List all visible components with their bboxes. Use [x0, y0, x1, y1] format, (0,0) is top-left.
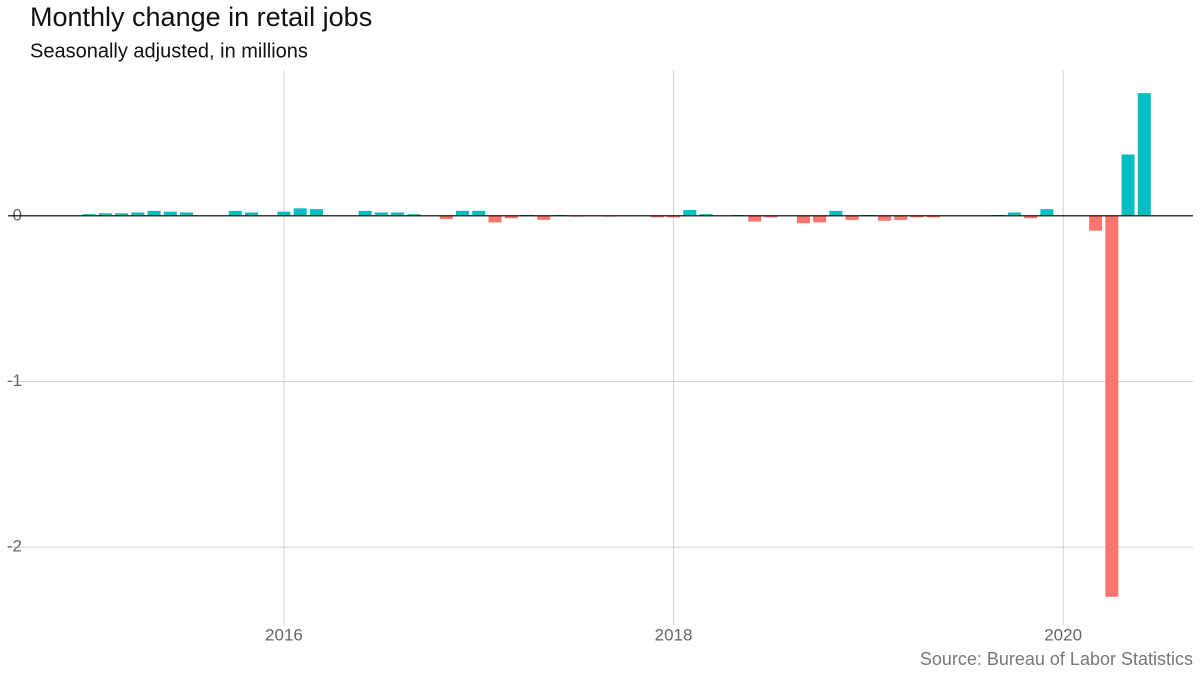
bar — [472, 210, 486, 216]
bar — [764, 215, 778, 218]
bar — [910, 215, 924, 218]
bar — [894, 215, 908, 220]
bar — [391, 212, 405, 216]
bar — [650, 215, 664, 218]
chart-subtitle: Seasonally adjusted, in millions — [30, 40, 308, 62]
y-tick-label: -1 — [7, 371, 22, 390]
bar — [456, 210, 470, 216]
bar — [667, 215, 681, 218]
bar — [1040, 209, 1054, 216]
bar — [277, 211, 291, 216]
bar — [1007, 212, 1021, 216]
bar — [82, 214, 96, 216]
bar — [115, 213, 129, 216]
bar — [358, 210, 372, 216]
bar — [245, 212, 258, 216]
chart-title: Monthly change in retail jobs — [30, 2, 372, 32]
bar — [147, 210, 161, 216]
bar — [163, 211, 177, 216]
y-tick-label: -2 — [7, 537, 22, 556]
x-tick-label: 2018 — [655, 625, 693, 644]
bar — [374, 212, 388, 216]
bar — [813, 215, 827, 223]
bar — [796, 215, 810, 224]
bar — [1105, 215, 1119, 597]
bar — [293, 208, 307, 216]
bar — [537, 215, 551, 220]
x-tick-label: 2020 — [1044, 625, 1082, 644]
bar — [98, 213, 112, 216]
bar — [1089, 215, 1103, 231]
bar — [1121, 154, 1135, 216]
bar — [1137, 93, 1151, 216]
bar — [878, 215, 892, 221]
bar — [180, 212, 194, 216]
bar — [829, 210, 843, 216]
bar — [683, 209, 697, 216]
bar — [748, 215, 762, 222]
source: Source: Bureau of Labor Statistics — [920, 649, 1193, 669]
x-tick-label: 2016 — [265, 625, 303, 644]
y-tick-label: 0 — [13, 205, 22, 224]
bar — [131, 212, 145, 216]
bar — [309, 209, 323, 216]
bar — [407, 214, 421, 216]
bar — [845, 215, 859, 220]
bar — [926, 215, 940, 218]
bar — [504, 215, 518, 219]
bar — [488, 215, 502, 223]
bar — [228, 210, 242, 216]
bar — [439, 215, 453, 220]
bar — [1024, 215, 1038, 219]
bar — [699, 214, 713, 216]
